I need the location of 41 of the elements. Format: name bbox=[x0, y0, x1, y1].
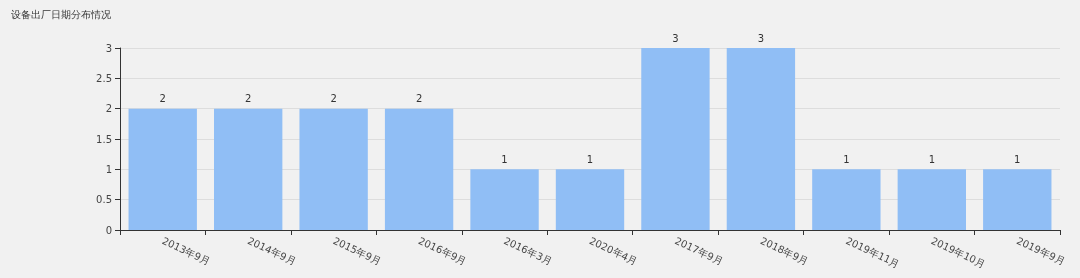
chart-title: 设备出厂日期分布情况 bbox=[11, 8, 111, 20]
x-tick-label: 2016年3月 bbox=[502, 235, 554, 267]
y-tick-label: 2.5 bbox=[96, 72, 112, 84]
y-tick-label: 0 bbox=[105, 224, 112, 236]
x-tick-label: 2013年9月 bbox=[160, 235, 212, 267]
bar bbox=[983, 169, 1052, 230]
bar bbox=[470, 169, 539, 230]
y-tick-label: 3 bbox=[105, 42, 112, 54]
y-tick-label: 2 bbox=[105, 103, 112, 115]
bar bbox=[214, 108, 283, 230]
y-tick-label: 0.5 bbox=[96, 194, 112, 206]
data-label: 1 bbox=[928, 153, 936, 165]
y-tick-label: 1.5 bbox=[96, 133, 112, 145]
bar bbox=[384, 108, 454, 230]
y-tick-label: 1 bbox=[105, 163, 112, 175]
bar bbox=[812, 169, 881, 230]
data-label: 2 bbox=[330, 93, 337, 105]
data-label: 1 bbox=[843, 153, 850, 165]
x-tick-label: 2019年11月 bbox=[844, 235, 902, 270]
data-label: 2 bbox=[159, 93, 166, 105]
x-tick-label: 2018年9月 bbox=[758, 235, 811, 267]
bar bbox=[897, 169, 966, 230]
data-label: 2 bbox=[415, 93, 423, 105]
data-label: 3 bbox=[757, 32, 765, 44]
data-label: 3 bbox=[672, 32, 679, 44]
x-tick-label: 2016年9月 bbox=[416, 235, 469, 267]
bar bbox=[555, 169, 625, 230]
x-tick-label: 2014年9月 bbox=[245, 235, 298, 267]
x-tick-label: 2015年9月 bbox=[331, 235, 383, 267]
x-tick-label: 2019年9月 bbox=[1014, 235, 1067, 267]
bar bbox=[128, 108, 197, 230]
bar bbox=[726, 48, 796, 230]
x-tick-label: 2020年4月 bbox=[587, 235, 640, 267]
data-label: 1 bbox=[586, 153, 594, 165]
data-label: 2 bbox=[244, 93, 252, 105]
x-tick-label: 2017年9月 bbox=[673, 235, 725, 267]
data-label: 1 bbox=[1014, 153, 1021, 165]
bar bbox=[299, 108, 368, 230]
bar bbox=[641, 48, 710, 230]
x-tick-label: 2019年10月 bbox=[929, 235, 987, 270]
data-label: 1 bbox=[501, 153, 508, 165]
